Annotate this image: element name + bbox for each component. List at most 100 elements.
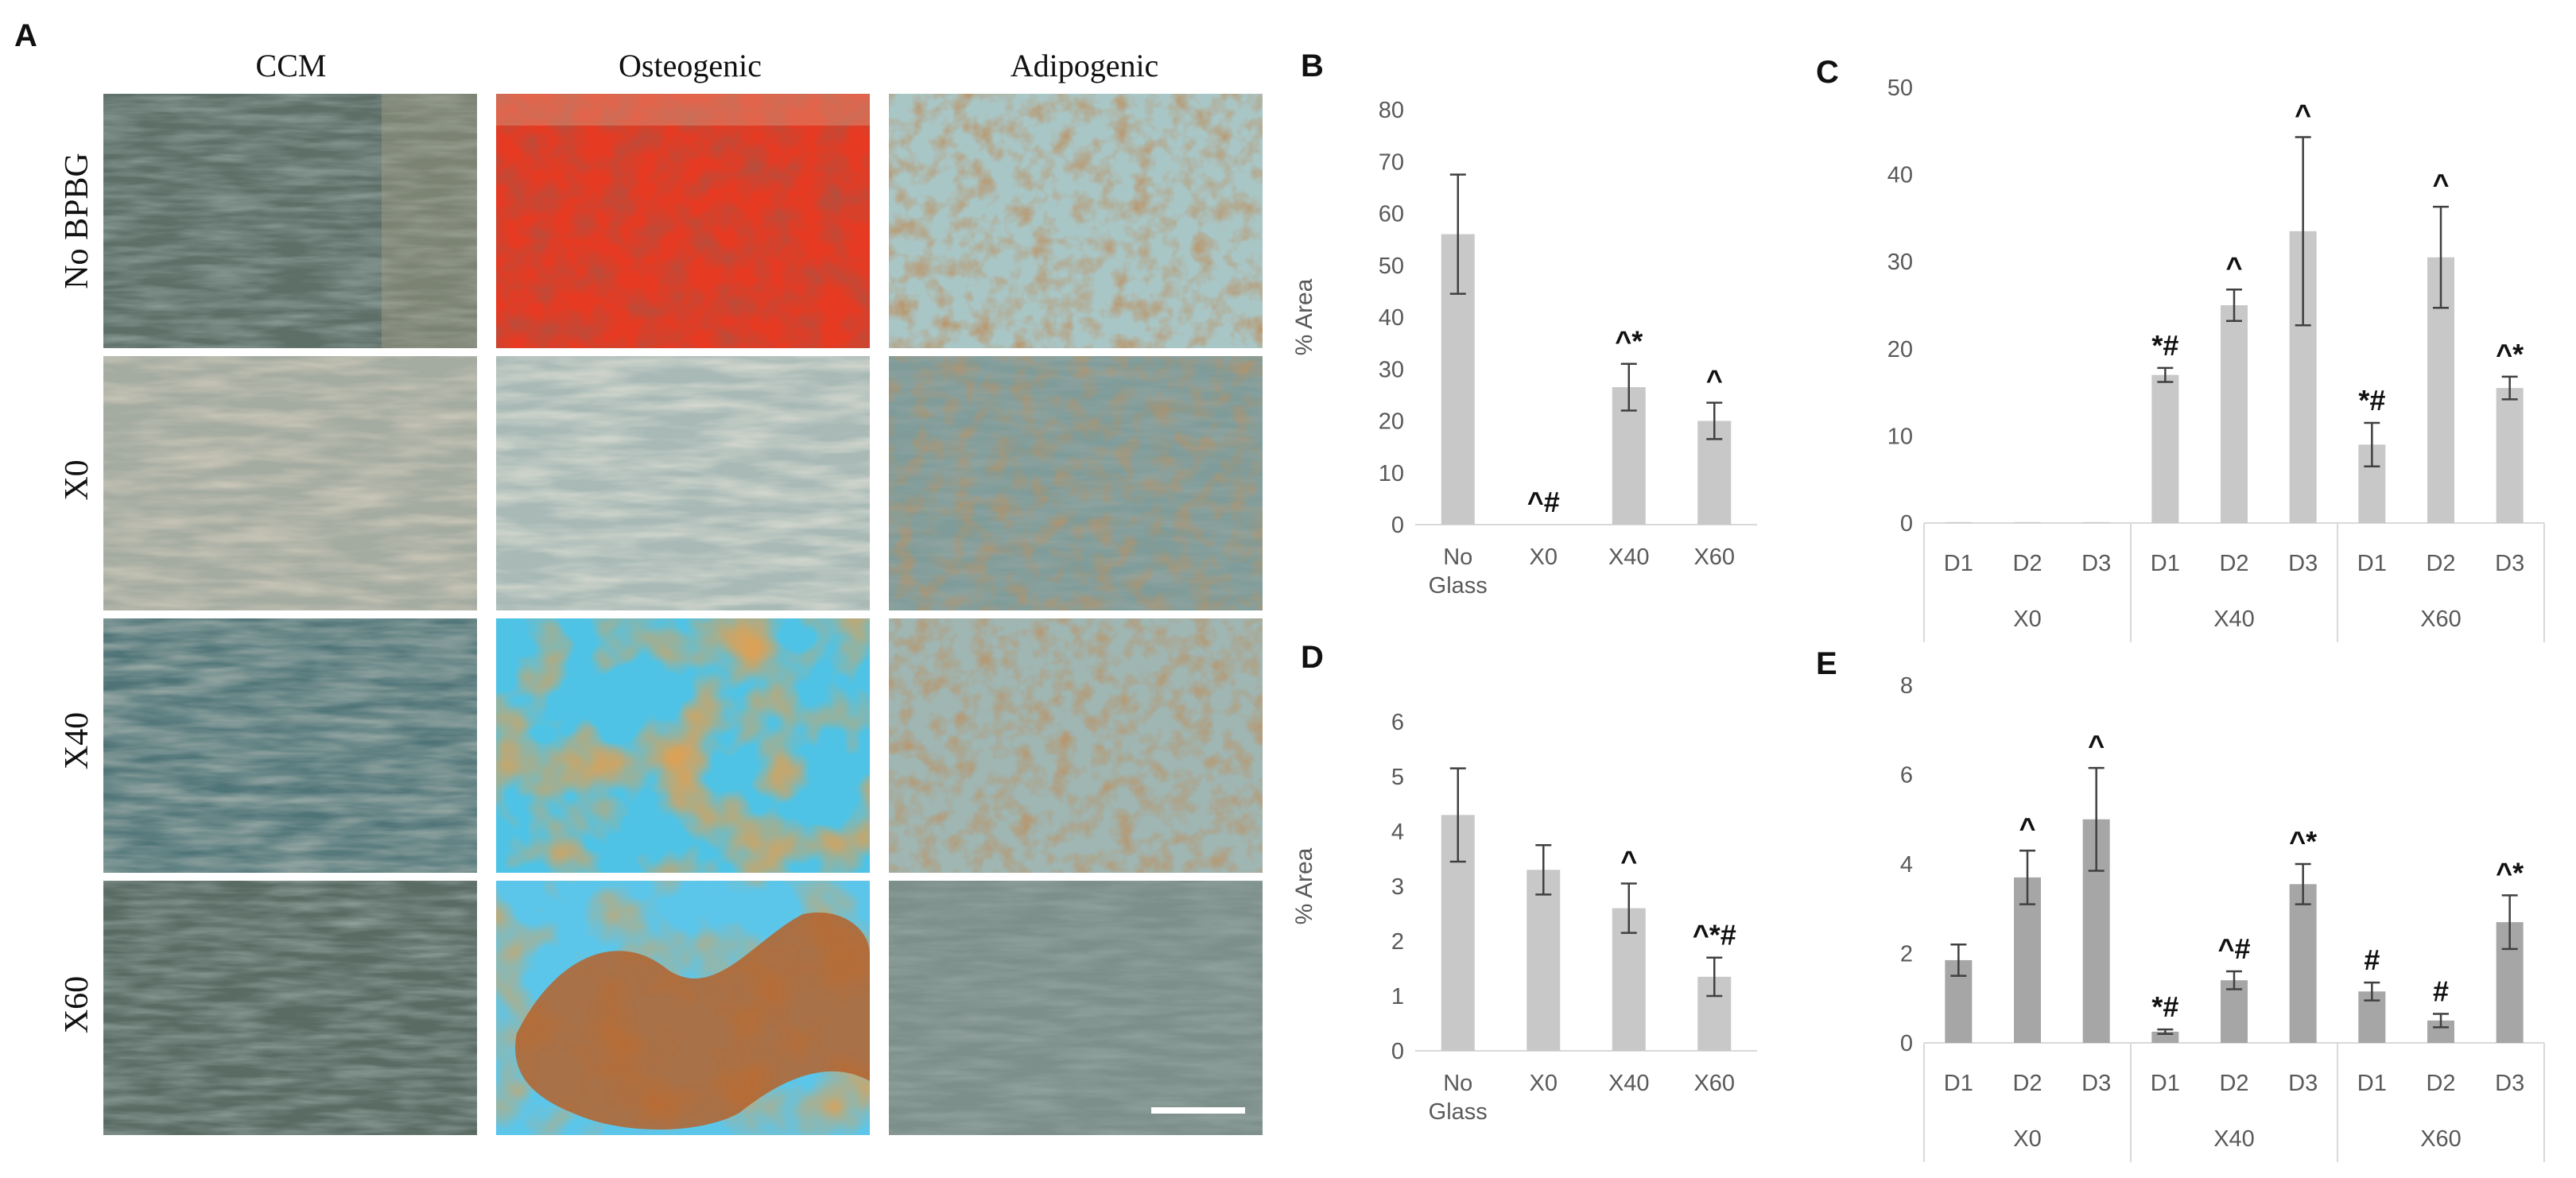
group-label: X0: [2013, 606, 2041, 632]
significance-label: ^*: [1615, 325, 1643, 358]
y-tick-label: 20: [1379, 409, 1404, 435]
significance-label: ^: [2432, 168, 2449, 200]
row-header-x0: X0: [59, 459, 95, 500]
y-tick-label: 4: [1900, 852, 1913, 878]
micrograph-x40-adipogenic: [889, 618, 1263, 873]
significance-label: ^: [1620, 845, 1637, 878]
y-tick-label: 10: [1887, 424, 1913, 449]
x-tick-label: D2: [2219, 1071, 2248, 1096]
micrograph-x60-adipogenic: [889, 881, 1263, 1135]
y-tick-label: 6: [1391, 710, 1404, 735]
micrograph-x0-ccm: [103, 356, 477, 610]
significance-label: #: [2433, 975, 2449, 1007]
bar: [1945, 521, 1973, 523]
x-tick-label: Glass: [1429, 1099, 1488, 1125]
y-tick-label: 4: [1391, 820, 1404, 845]
significance-label: #: [2364, 944, 2380, 976]
x-tick-label: Glass: [1429, 573, 1488, 599]
significance-label: ^: [2295, 98, 2311, 130]
y-tick-label: 2: [1391, 929, 1404, 955]
bar: [2082, 521, 2110, 523]
x-tick-label: X40: [1608, 544, 1650, 570]
x-tick-label: D1: [2357, 1071, 2387, 1096]
y-axis-label: % Area: [1291, 278, 1317, 355]
bar: [2014, 521, 2041, 523]
y-axis-label: % Area: [1291, 847, 1317, 924]
micrograph-x40-ccm: [103, 618, 477, 873]
y-tick-label: 30: [1887, 250, 1913, 275]
x-tick-label: D3: [2495, 551, 2524, 576]
bar: [2496, 388, 2524, 523]
y-tick-label: 60: [1379, 202, 1404, 227]
significance-label: *#: [2151, 329, 2178, 362]
x-tick-label: X60: [1693, 1071, 1735, 1096]
bar: [2221, 980, 2248, 1043]
y-tick-label: 6: [1900, 763, 1913, 789]
significance-label: ^: [2088, 729, 2105, 761]
group-label: X40: [2213, 1126, 2255, 1152]
y-tick-label: 80: [1379, 98, 1404, 123]
group-label: X40: [2213, 606, 2255, 632]
y-tick-label: 0: [1900, 511, 1913, 537]
y-tick-label: 1: [1391, 984, 1404, 1009]
significance-label: *#: [2358, 384, 2385, 417]
x-tick-label: X60: [1693, 544, 1735, 570]
group-label: X0: [2013, 1126, 2041, 1152]
y-tick-label: 0: [1391, 1039, 1404, 1064]
chart-c: C 0 10 20 30 40 50 *# ^ ^ *# ^ ^* D1 D2 D3 D1 D2 D3 D1 D2 D3 X…: [1816, 55, 2545, 642]
micrograph-x0-adipogenic: [889, 356, 1263, 610]
column-header-osteogenic: Osteogenic: [619, 48, 762, 83]
x-tick-label: X40: [1608, 1071, 1650, 1096]
panel-d-letter: D: [1301, 640, 1324, 675]
scale-bar: [1151, 1107, 1245, 1114]
micrograph-x0-osteogenic: [496, 356, 870, 610]
y-tick-label: 10: [1379, 461, 1404, 486]
significance-label: ^*: [2496, 856, 2524, 889]
x-tick-label: D3: [2495, 1071, 2524, 1096]
group-label: X60: [2420, 1126, 2462, 1152]
x-tick-label: D3: [2081, 551, 2111, 576]
row-header-no-bpbg: No BPBG: [59, 153, 95, 289]
panel-e-letter: E: [1816, 646, 1837, 681]
x-tick-label: No: [1443, 1071, 1472, 1096]
micrograph-x60-osteogenic: [496, 881, 870, 1135]
x-tick-label: D1: [1944, 1071, 1973, 1096]
column-header-adipogenic: Adipogenic: [1011, 48, 1159, 83]
bar: [1527, 870, 1561, 1051]
panel-a-letter: A: [14, 18, 37, 53]
chart-b: B 0 10 20 30 40 50 60 70 80 % Area ^# ^* ^ No Glass X0 X4…: [1291, 48, 1757, 599]
x-tick-label: No: [1443, 544, 1472, 570]
significance-label: ^: [1706, 364, 1723, 397]
significance-label: ^*: [2496, 338, 2524, 370]
bar: [2289, 884, 2317, 1043]
bar: [2151, 374, 2179, 523]
significance-label: ^#: [2217, 932, 2250, 965]
significance-label: ^: [2225, 250, 2242, 283]
significance-label: *#: [2151, 990, 2178, 1023]
x-tick-label: D1: [2151, 1071, 2180, 1096]
y-tick-label: 70: [1379, 149, 1404, 175]
y-tick-label: 0: [1391, 513, 1404, 538]
y-tick-label: 2: [1900, 942, 1913, 967]
x-tick-label: D1: [2151, 551, 2180, 576]
micrograph-no-bpbg-adipogenic: [889, 94, 1263, 348]
row-header-x40: X40: [59, 712, 95, 769]
chart-d: D 0 1 2 3 4 5 6 % Area ^ ^*# No Glass X0 X40 X60: [1291, 640, 1757, 1125]
y-tick-label: 0: [1900, 1031, 1913, 1056]
bar: [2221, 305, 2248, 523]
y-tick-label: 3: [1391, 874, 1404, 900]
x-tick-label: D3: [2288, 1071, 2318, 1096]
x-tick-label: D1: [1944, 551, 1973, 576]
x-tick-label: D3: [2081, 1071, 2111, 1096]
x-tick-label: D1: [2357, 551, 2387, 576]
micrograph-x40-osteogenic: [496, 618, 870, 873]
y-tick-label: 40: [1379, 305, 1404, 331]
panel-b-letter: B: [1301, 48, 1324, 83]
micrograph-no-bpbg-ccm: [103, 94, 477, 348]
panel-a: A CCM Osteogenic Adipogenic No BPBG X0 X…: [14, 18, 1263, 1135]
x-tick-label: D2: [2426, 551, 2455, 576]
micrograph-x60-ccm: [103, 881, 477, 1135]
panel-c-letter: C: [1816, 55, 1839, 90]
